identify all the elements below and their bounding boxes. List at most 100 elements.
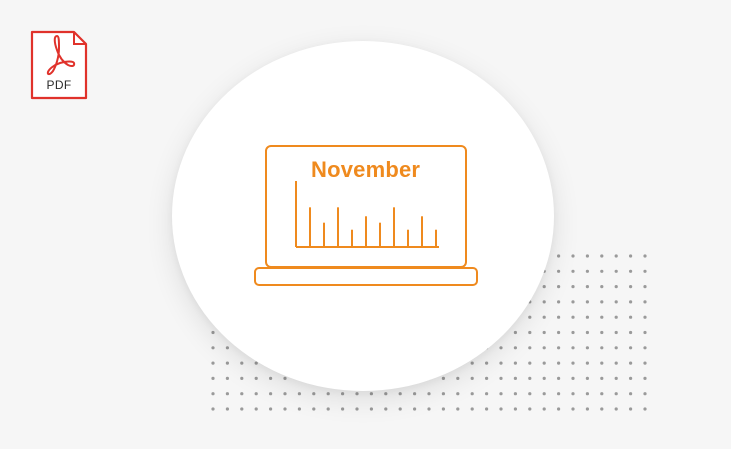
pattern-dot	[600, 285, 604, 289]
pattern-dot	[542, 376, 546, 380]
pattern-dot	[240, 392, 244, 396]
pattern-dot	[225, 361, 229, 365]
pattern-dot	[297, 407, 301, 411]
pattern-dot	[384, 392, 388, 396]
pattern-dot	[269, 392, 273, 396]
pattern-dot	[600, 300, 604, 304]
pattern-dot	[369, 392, 373, 396]
pattern-dot	[614, 330, 618, 335]
pattern-dot	[485, 376, 489, 380]
pattern-dot	[542, 392, 546, 396]
pattern-dot	[369, 407, 373, 411]
pattern-dot	[225, 376, 229, 380]
pattern-dot	[585, 300, 589, 304]
pattern-dot	[225, 392, 229, 396]
pattern-dot	[211, 376, 215, 380]
pattern-dot	[643, 407, 647, 411]
pattern-dot	[413, 407, 417, 411]
pattern-dot	[413, 392, 417, 396]
pattern-dot	[485, 407, 489, 411]
pattern-dot	[629, 392, 633, 396]
pattern-dot	[513, 346, 517, 350]
pattern-dot	[614, 254, 618, 258]
pattern-dot	[283, 407, 287, 411]
pattern-dot	[585, 346, 589, 350]
pdf-label: PDF	[46, 78, 72, 92]
pattern-dot	[398, 407, 402, 411]
pattern-dot	[240, 376, 244, 380]
pattern-dot	[254, 407, 258, 411]
pattern-dot	[600, 361, 604, 365]
pattern-dot	[542, 330, 546, 335]
pattern-dot	[542, 300, 546, 304]
pattern-dot	[629, 285, 633, 289]
pattern-dot	[528, 346, 532, 350]
pattern-dot	[254, 361, 258, 365]
pattern-dot	[528, 315, 532, 319]
pattern-dot	[614, 392, 618, 396]
pattern-dot	[643, 346, 647, 350]
pdf-file-icon[interactable]	[30, 30, 88, 100]
pattern-dot	[585, 285, 589, 289]
pattern-dot	[571, 300, 575, 304]
laptop-chart-icon	[254, 145, 478, 286]
pattern-dot	[427, 392, 431, 396]
pattern-dot	[542, 315, 546, 319]
pattern-dot	[643, 300, 647, 304]
pattern-dot	[600, 315, 604, 319]
pattern-dot	[629, 269, 633, 273]
pattern-dot	[240, 407, 244, 411]
pattern-dot	[585, 392, 589, 396]
pattern-dot	[629, 315, 633, 319]
pattern-dot	[384, 407, 388, 411]
pattern-dot	[614, 269, 618, 273]
pattern-dot	[600, 330, 604, 335]
month-label: November	[311, 157, 421, 182]
pattern-dot	[211, 407, 215, 411]
pattern-dot	[585, 361, 589, 365]
pattern-dot	[629, 361, 633, 365]
pattern-dot	[499, 392, 503, 396]
pattern-dot	[269, 407, 273, 411]
pattern-dot	[629, 376, 633, 380]
circle-backdrop	[172, 41, 554, 391]
pattern-dot	[600, 269, 604, 273]
pattern-dot	[211, 330, 215, 335]
pattern-dot	[341, 392, 345, 396]
pattern-dot	[297, 392, 301, 396]
pattern-dot	[528, 376, 532, 380]
pattern-dot	[585, 407, 589, 411]
pattern-dot	[456, 376, 460, 380]
pattern-dot	[254, 376, 258, 380]
pattern-dot	[571, 407, 575, 411]
pattern-dot	[557, 376, 561, 380]
pattern-dot	[571, 315, 575, 319]
pattern-dot	[557, 361, 561, 365]
pattern-dot	[614, 315, 618, 319]
pattern-dot	[643, 392, 647, 396]
pattern-dot	[470, 376, 474, 380]
pattern-dot	[600, 376, 604, 380]
pattern-dot	[355, 392, 359, 396]
pattern-dot	[571, 346, 575, 350]
pattern-dot	[542, 407, 546, 411]
pattern-dot	[499, 376, 503, 380]
pattern-dot	[485, 392, 489, 396]
pattern-dot	[441, 407, 445, 411]
pattern-dot	[585, 254, 589, 258]
pattern-dot	[513, 361, 517, 365]
pattern-dot	[312, 392, 316, 396]
pattern-dot	[557, 285, 561, 289]
pattern-dot	[614, 376, 618, 380]
pattern-dot	[614, 361, 618, 365]
pattern-dot	[283, 392, 287, 396]
pattern-dot	[643, 361, 647, 365]
pattern-dot	[614, 407, 618, 411]
pattern-dot	[557, 330, 561, 335]
acrobat-logo-icon	[46, 35, 76, 76]
pattern-dot	[542, 346, 546, 350]
pattern-dot	[557, 269, 561, 273]
pattern-dot	[499, 361, 503, 365]
pattern-dot	[600, 407, 604, 411]
